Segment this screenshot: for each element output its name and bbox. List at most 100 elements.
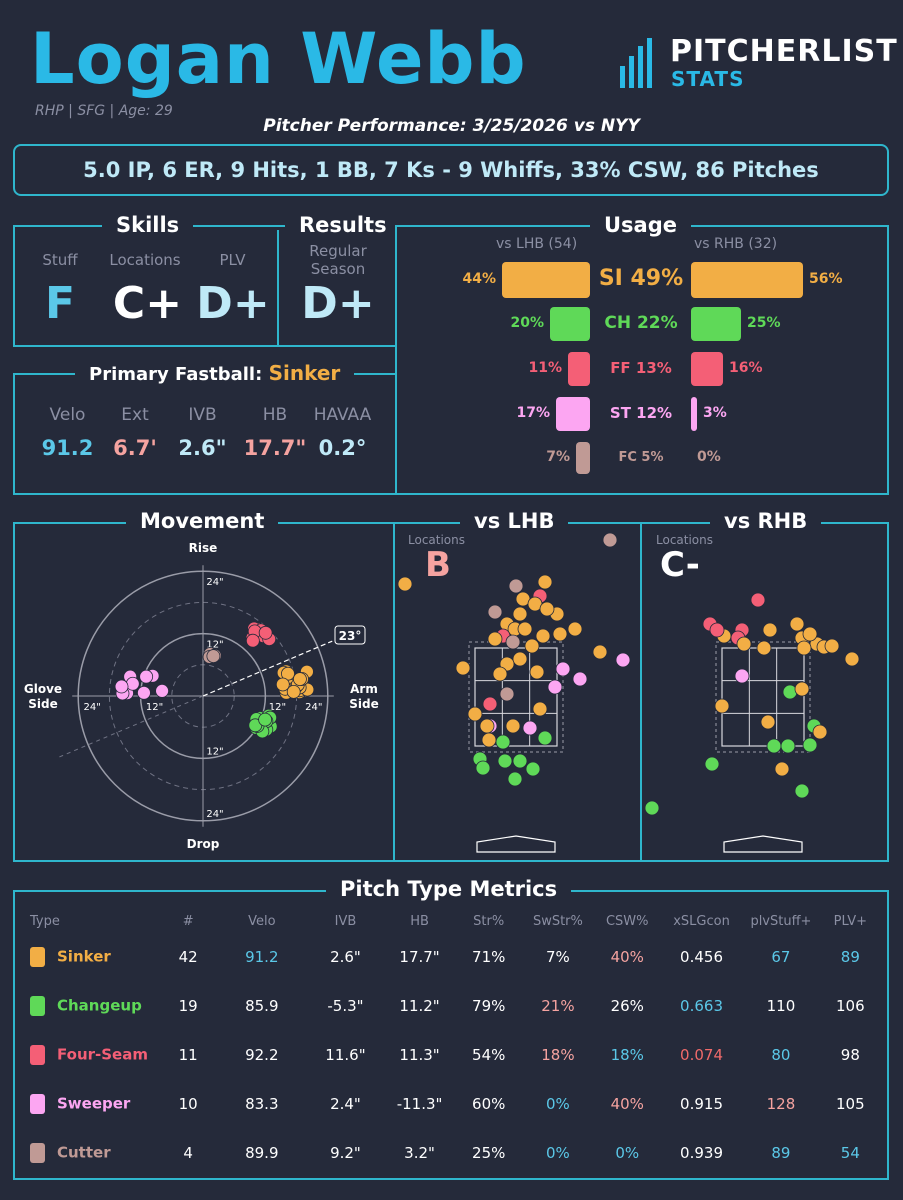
pitch-type-name: Sinker — [57, 947, 111, 965]
ring-label-24-top: 24" — [206, 577, 223, 588]
lhb-locations-title: vs LHB — [460, 508, 569, 534]
metrics-cell-velo: 91.2 — [245, 947, 279, 966]
lhb-location-point-sinker — [539, 601, 555, 617]
pitch-color-swatch — [30, 1093, 45, 1114]
movement-divider-2 — [640, 522, 642, 862]
metrics-cell-ivb: 2.6" — [330, 947, 361, 966]
metrics-type-cell: Four-Seam — [30, 1030, 159, 1079]
fastball-hb-value: 17.7" — [243, 436, 307, 460]
metrics-cell-csw: 40% — [610, 947, 644, 966]
metrics-cell-stuff: 110 — [766, 996, 796, 1015]
metrics-row-cutter: Cutter 4 89.9 9.2" 3.2" 25% 0% 0% 0.939 89 54 — [30, 1128, 880, 1177]
ring-label-12-left: 12" — [146, 702, 163, 713]
arm-angle-line-extension — [59, 695, 204, 758]
metrics-cell-hb: 11.2" — [399, 996, 440, 1015]
ring-label-24-left: 24" — [84, 702, 101, 713]
lhb-location-point-cutter — [505, 634, 521, 650]
pitcherlist-logo — [620, 38, 890, 98]
lhb-location-point-cutter — [508, 578, 524, 594]
rhb-location-point-changeup — [766, 738, 782, 754]
usage-bar-lhb-ch — [550, 307, 590, 341]
movement-point-changeup — [258, 712, 273, 727]
game-summary: 5.0 IP, 6 ER, 9 Hits, 1 BB, 7 Ks - 9 Whi… — [13, 144, 889, 196]
usage-bar-rhb-ch — [691, 307, 741, 341]
stuff-grade: F — [44, 278, 76, 329]
metrics-row-sweeper: Sweeper 10 83.3 2.4" -11.3" 60% 0% 40% 0.915 128 1… — [30, 1079, 880, 1128]
usage-label-si: SI 49% — [598, 265, 684, 291]
usage-bar-lhb-si — [502, 262, 590, 298]
metrics-cell-ivb: 11.6" — [325, 1045, 366, 1064]
movement-title: Movement — [126, 508, 279, 534]
fastball-ivb-label: IVB — [188, 405, 217, 425]
lhb-location-point-sinker — [487, 631, 503, 647]
metrics-cell-swstr: 21% — [541, 996, 575, 1015]
lhb-location-point-sinker — [567, 621, 583, 637]
fastball-pitch: Sinker — [268, 361, 341, 385]
plv-grade: D+ — [196, 278, 270, 329]
lhb-location-point-sweeper — [522, 720, 538, 736]
arm-side-word1: Arm — [350, 682, 378, 696]
metrics-cell-plv: 98 — [840, 1045, 860, 1064]
skills-panel — [13, 225, 395, 347]
arm-angle-label: 23° — [339, 629, 362, 643]
lhb-location-point-sweeper — [555, 661, 571, 677]
metrics-type-cell: Sweeper — [30, 1079, 159, 1128]
metrics-header-swstr: SwStr% — [532, 913, 583, 929]
metrics-cell-n: 42 — [178, 947, 198, 966]
movement-point-sinker — [275, 677, 290, 692]
usage-pct-rhb-ff: 16% — [729, 360, 763, 376]
pitch-color-swatch — [30, 946, 45, 967]
metrics-cell-plv: 54 — [840, 1143, 860, 1162]
metrics-cell-str: 71% — [472, 947, 506, 966]
lhb-location-point-sinker — [512, 651, 528, 667]
usage-label-ch: CH 22% — [604, 312, 678, 333]
lhb-location-point-sinker — [552, 626, 568, 642]
metrics-cell-stuff: 128 — [766, 1094, 796, 1113]
metrics-header-str: Str% — [473, 913, 505, 929]
metrics-cell-swstr: 0% — [546, 1094, 570, 1113]
movement-point-sweeper — [137, 685, 151, 700]
metrics-cell-plv: 106 — [836, 996, 865, 1015]
metrics-cell-str: 60% — [472, 1094, 506, 1113]
metrics-cell-stuff: 80 — [771, 1045, 791, 1064]
pitch-type-name: Sweeper — [57, 1094, 131, 1112]
movement-point-sweeper — [155, 683, 169, 698]
metrics-cell-str: 54% — [472, 1045, 506, 1064]
rhb-location-point-sweeper — [734, 668, 750, 684]
usage-pct-lhb-si: 44% — [462, 271, 496, 287]
results-label-line1: Regular — [309, 242, 367, 260]
pitch-color-swatch — [30, 1142, 45, 1163]
metrics-cell-n: 4 — [183, 1143, 193, 1162]
lhb-location-point-sinker — [592, 644, 608, 660]
rise-label: Rise — [189, 541, 218, 555]
rhb-location-plot — [644, 592, 860, 853]
rhb-location-point-fourseam — [709, 622, 725, 638]
rhb-location-point-sinker — [844, 651, 860, 667]
movement-point-fourseam — [245, 633, 260, 648]
metrics-cell-plv: 105 — [836, 1094, 865, 1113]
rhb-location-point-changeup — [794, 783, 810, 799]
results-label-line2: Season — [310, 260, 366, 278]
metrics-cell-xslg: 0.074 — [680, 1045, 723, 1064]
usage-pct-rhb-ch: 25% — [747, 315, 781, 331]
metrics-cell-velo: 85.9 — [245, 996, 279, 1015]
usage-pct-rhb-fc: 0% — [697, 449, 721, 465]
locations-grade: C+ — [112, 278, 183, 329]
rhb-location-point-sinker — [812, 724, 828, 740]
pitcher-meta: RHP | SFG | Age: 29 — [35, 103, 173, 119]
fastball-ivb-value: 2.6" — [178, 436, 227, 460]
pitcher-name: Logan Webb — [30, 18, 527, 100]
metrics-cell-stuff: 67 — [771, 947, 791, 966]
locations-label: Locations — [109, 251, 181, 269]
metrics-cell-xslg: 0.456 — [680, 947, 723, 966]
metrics-cell-hb: 3.2" — [404, 1143, 435, 1162]
usage-bar-rhb-ff — [691, 352, 723, 386]
fastball-ext-value: 6.7' — [113, 436, 157, 460]
metrics-cell-ivb: -5.3" — [327, 996, 364, 1015]
lhb-location-point-sinker — [467, 706, 483, 722]
rhb-shadow-zone — [715, 641, 811, 753]
rhb-location-point-fourseam — [750, 592, 766, 608]
drop-label: Drop — [187, 837, 220, 851]
rhb-location-point-sinker — [760, 714, 776, 730]
metrics-cell-velo: 89.9 — [245, 1143, 279, 1162]
